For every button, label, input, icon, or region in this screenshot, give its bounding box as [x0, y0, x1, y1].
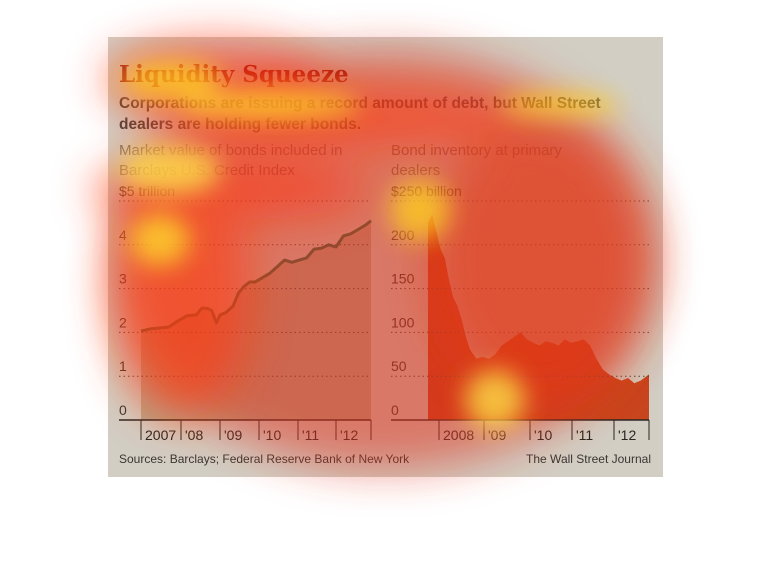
chart-graphic: Liquidity Squeeze Corporations are issui…	[108, 37, 663, 477]
y-tick-label: $250 billion	[391, 183, 462, 199]
credit-note: The Wall Street Journal	[526, 452, 651, 466]
y-tick-label: 0	[391, 402, 399, 418]
x-tick-label: '11	[302, 427, 319, 443]
x-tick-label: '08	[185, 427, 203, 443]
x-tick-label: 2008	[443, 427, 474, 443]
x-tick-label: '12	[340, 427, 358, 443]
x-tick-label: '10	[534, 427, 552, 443]
x-tick-label: '12	[618, 427, 636, 443]
source-note: Sources: Barclays; Federal Reserve Bank …	[119, 452, 410, 466]
x-tick-label: 2007	[145, 427, 176, 443]
y-tick-label: 2	[119, 314, 127, 330]
y-tick-label: 1	[119, 358, 127, 374]
x-tick-label: '10	[263, 427, 281, 443]
x-tick-label: '09	[488, 427, 506, 443]
x-tick-label: '09	[224, 427, 242, 443]
area-fill-credit-index	[141, 220, 371, 420]
y-tick-label: 200	[391, 227, 415, 243]
y-tick-label: 0	[119, 402, 127, 418]
y-tick-label: 50	[391, 358, 407, 374]
y-tick-label: 150	[391, 271, 415, 287]
area-fill-dealer-inventory	[428, 214, 649, 420]
x-tick-label: '11	[576, 427, 593, 443]
y-tick-label: 4	[119, 227, 127, 243]
y-tick-label: $5 trillion	[119, 183, 175, 199]
y-tick-label: 100	[391, 314, 415, 330]
charts-svg: 0 1 2 3 4 $5 trillion 2007 '08 '09 '10 '11 '12 0 50 10…	[119, 183, 650, 443]
y-tick-label: 3	[119, 271, 127, 287]
